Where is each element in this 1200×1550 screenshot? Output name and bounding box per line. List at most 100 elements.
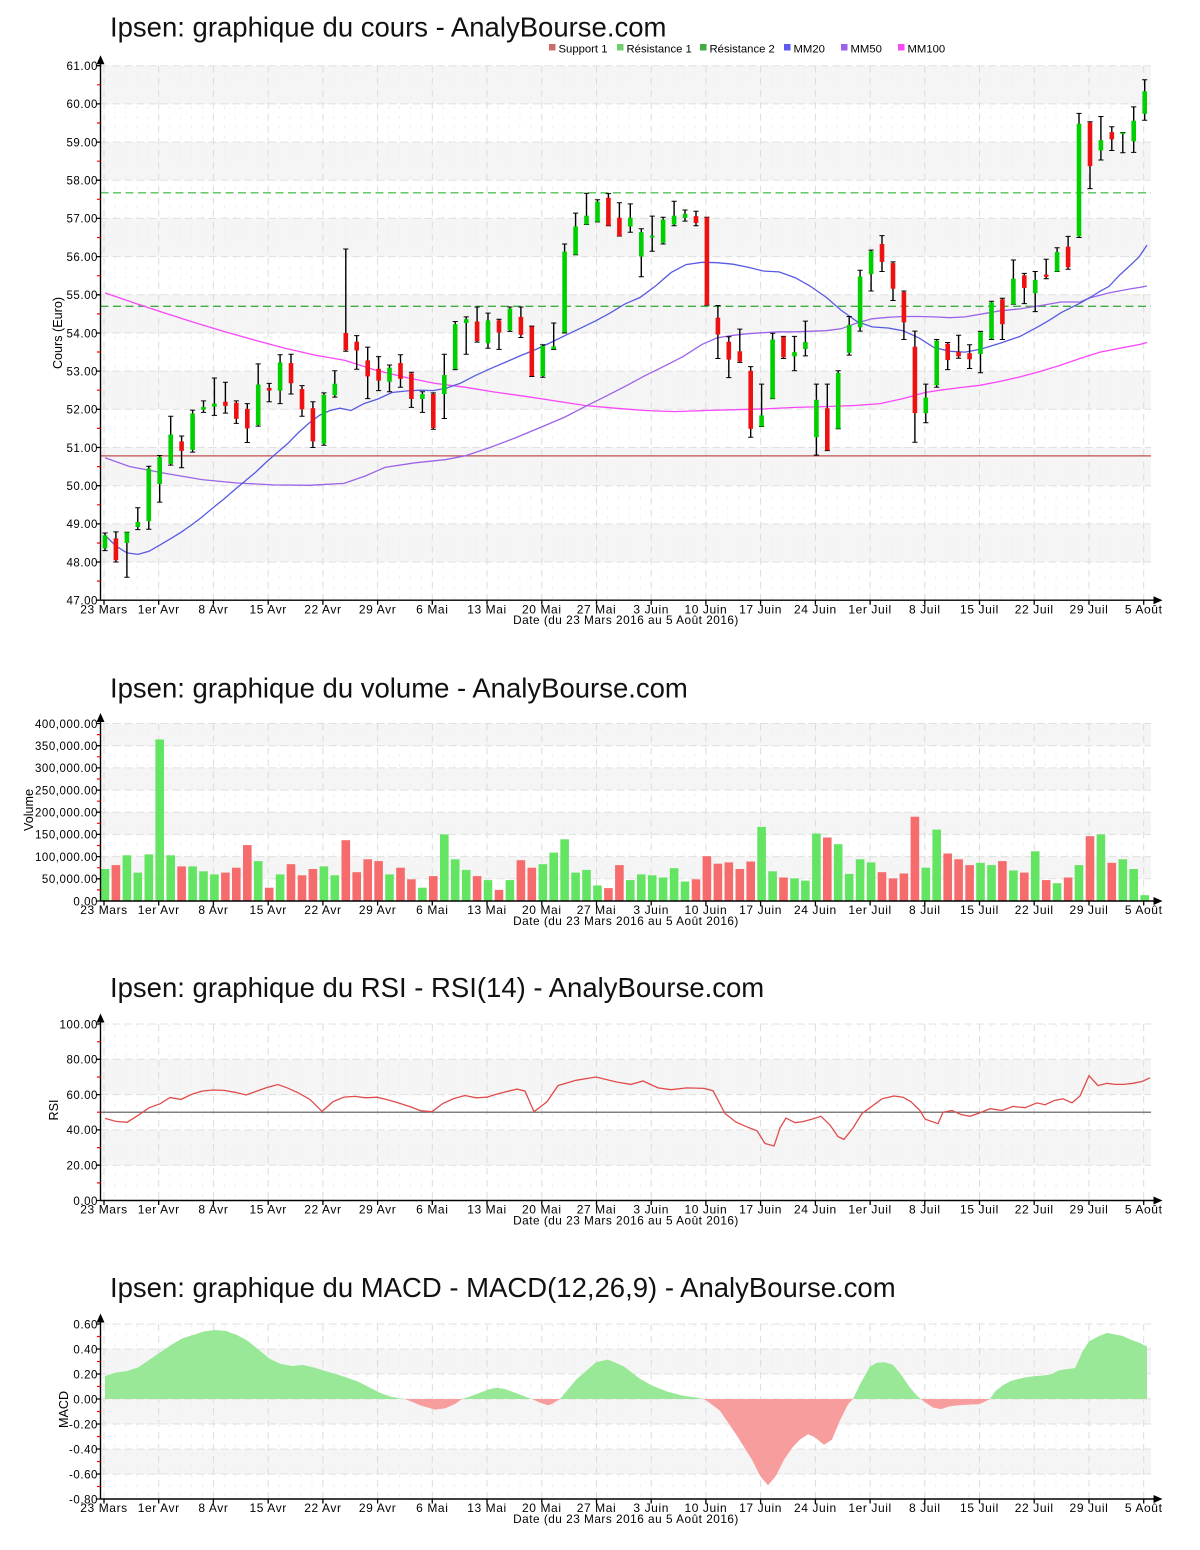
svg-text:15 Juil: 15 Juil <box>960 903 999 917</box>
svg-text:Ipsen: graphique du volume - A: Ipsen: graphique du volume - AnalyBourse… <box>110 673 688 704</box>
svg-text:Résistance 2: Résistance 2 <box>710 44 775 56</box>
svg-text:1er Juil: 1er Juil <box>848 903 891 917</box>
svg-text:27 Mai: 27 Mai <box>577 602 617 616</box>
svg-text:Date (du 23 Mars 2016 au 5 Aoû: Date (du 23 Mars 2016 au 5 Août 2016) <box>513 1214 739 1228</box>
svg-text:0.60: 0.60 <box>73 1319 98 1331</box>
svg-text:29 Avr: 29 Avr <box>359 903 396 917</box>
svg-text:56.00: 56.00 <box>66 252 98 264</box>
svg-text:29 Juil: 29 Juil <box>1070 1501 1109 1515</box>
svg-text:6 Mai: 6 Mai <box>416 903 448 917</box>
svg-text:Date (du 23 Mars 2016 au 5 Aoû: Date (du 23 Mars 2016 au 5 Août 2016) <box>513 914 739 928</box>
svg-text:15 Juil: 15 Juil <box>960 602 999 616</box>
svg-text:23 Mars: 23 Mars <box>80 1203 128 1217</box>
svg-text:Résistance 1: Résistance 1 <box>627 44 692 56</box>
svg-text:Date (du 23 Mars 2016 au 5 Aoû: Date (du 23 Mars 2016 au 5 Août 2016) <box>513 1512 739 1526</box>
svg-text:22 Avr: 22 Avr <box>304 1501 341 1515</box>
svg-text:15 Avr: 15 Avr <box>249 602 286 616</box>
svg-text:22 Juil: 22 Juil <box>1015 903 1054 917</box>
svg-text:15 Avr: 15 Avr <box>249 903 286 917</box>
svg-text:59.00: 59.00 <box>66 137 98 149</box>
svg-text:10 Juin: 10 Juin <box>684 602 727 616</box>
svg-text:8 Juil: 8 Juil <box>909 602 941 616</box>
svg-text:60.00: 60.00 <box>66 1090 98 1102</box>
svg-text:23 Mars: 23 Mars <box>80 602 128 616</box>
svg-text:20 Mai: 20 Mai <box>522 602 562 616</box>
svg-text:60.00: 60.00 <box>66 99 98 111</box>
svg-text:Ipsen: graphique du RSI - RSI(: Ipsen: graphique du RSI - RSI(14) - Anal… <box>110 972 764 1003</box>
svg-text:13 Mai: 13 Mai <box>467 1501 507 1515</box>
svg-text:13 Mai: 13 Mai <box>467 602 507 616</box>
svg-text:23 Mars: 23 Mars <box>80 1501 128 1515</box>
svg-text:29 Avr: 29 Avr <box>359 1203 396 1217</box>
svg-text:22 Avr: 22 Avr <box>304 903 341 917</box>
svg-text:5 Août: 5 Août <box>1125 1501 1163 1515</box>
svg-text:24 Juin: 24 Juin <box>794 903 837 917</box>
svg-text:22 Avr: 22 Avr <box>304 602 341 616</box>
svg-text:57.00: 57.00 <box>66 214 98 226</box>
svg-text:3 Juin: 3 Juin <box>633 1501 669 1515</box>
svg-text:20 Mai: 20 Mai <box>522 903 562 917</box>
svg-text:10 Juin: 10 Juin <box>684 1203 727 1217</box>
svg-text:0.00: 0.00 <box>73 896 98 908</box>
svg-text:13 Mai: 13 Mai <box>467 903 507 917</box>
svg-text:29 Juil: 29 Juil <box>1070 903 1109 917</box>
svg-text:54.00: 54.00 <box>66 328 98 340</box>
svg-text:22 Avr: 22 Avr <box>304 1203 341 1217</box>
svg-text:6 Mai: 6 Mai <box>416 1203 448 1217</box>
svg-text:150,000.00: 150,000.00 <box>35 830 98 842</box>
svg-text:8 Juil: 8 Juil <box>909 1203 941 1217</box>
svg-text:22 Juil: 22 Juil <box>1015 1203 1054 1217</box>
svg-text:51.00: 51.00 <box>66 443 98 455</box>
svg-text:1er Avr: 1er Avr <box>138 1203 180 1217</box>
svg-text:300,000.00: 300,000.00 <box>35 763 98 775</box>
svg-text:1er Avr: 1er Avr <box>138 602 180 616</box>
svg-text:Ipsen: graphique du MACD - MAC: Ipsen: graphique du MACD - MACD(12,26,9)… <box>110 1272 896 1303</box>
svg-text:0.00: 0.00 <box>73 1394 98 1406</box>
svg-text:-0.40: -0.40 <box>69 1444 98 1456</box>
svg-text:6 Mai: 6 Mai <box>416 602 448 616</box>
svg-text:29 Avr: 29 Avr <box>359 1501 396 1515</box>
svg-text:10 Juin: 10 Juin <box>684 903 727 917</box>
svg-text:22 Juil: 22 Juil <box>1015 1501 1054 1515</box>
svg-text:0.40: 0.40 <box>73 1344 98 1356</box>
svg-text:17 Juin: 17 Juin <box>739 1203 782 1217</box>
svg-text:48.00: 48.00 <box>66 557 98 569</box>
svg-text:400,000.00: 400,000.00 <box>35 719 98 731</box>
svg-text:49.00: 49.00 <box>66 519 98 531</box>
svg-text:Ipsen: graphique du cours - An: Ipsen: graphique du cours - AnalyBourse.… <box>110 12 666 43</box>
svg-text:350,000.00: 350,000.00 <box>35 741 98 753</box>
svg-text:8 Juil: 8 Juil <box>909 903 941 917</box>
svg-text:6 Mai: 6 Mai <box>416 1501 448 1515</box>
svg-text:20 Mai: 20 Mai <box>522 1203 562 1217</box>
svg-text:24 Juin: 24 Juin <box>794 1203 837 1217</box>
svg-text:8 Avr: 8 Avr <box>198 903 228 917</box>
svg-text:17 Juin: 17 Juin <box>739 602 782 616</box>
svg-text:1er Juil: 1er Juil <box>848 1203 891 1217</box>
svg-text:0.00: 0.00 <box>73 1196 98 1208</box>
svg-text:0.20: 0.20 <box>73 1369 98 1381</box>
svg-text:1er Juil: 1er Juil <box>848 1501 891 1515</box>
svg-text:55.00: 55.00 <box>66 290 98 302</box>
svg-text:23 Mars: 23 Mars <box>80 903 128 917</box>
svg-text:Cours (Euro): Cours (Euro) <box>51 297 65 369</box>
svg-text:52.00: 52.00 <box>66 405 98 417</box>
svg-text:15 Avr: 15 Avr <box>249 1501 286 1515</box>
svg-text:100.00: 100.00 <box>60 1019 98 1031</box>
svg-text:61.00: 61.00 <box>66 61 98 73</box>
svg-text:15 Juil: 15 Juil <box>960 1203 999 1217</box>
svg-text:58.00: 58.00 <box>66 176 98 188</box>
svg-text:MM20: MM20 <box>794 44 825 56</box>
svg-text:Volume: Volume <box>22 789 36 831</box>
svg-text:200,000.00: 200,000.00 <box>35 808 98 820</box>
svg-text:20.00: 20.00 <box>66 1161 98 1173</box>
svg-text:Support 1: Support 1 <box>559 44 608 56</box>
svg-text:24 Juin: 24 Juin <box>794 602 837 616</box>
svg-text:50,000.00: 50,000.00 <box>42 874 98 886</box>
svg-text:17 Juin: 17 Juin <box>739 1501 782 1515</box>
svg-text:MM100: MM100 <box>908 44 946 56</box>
svg-text:MACD: MACD <box>57 1391 71 1428</box>
svg-text:17 Juin: 17 Juin <box>739 903 782 917</box>
svg-text:RSI: RSI <box>47 1100 61 1121</box>
svg-text:3 Juin: 3 Juin <box>633 602 669 616</box>
svg-text:3 Juin: 3 Juin <box>633 1203 669 1217</box>
